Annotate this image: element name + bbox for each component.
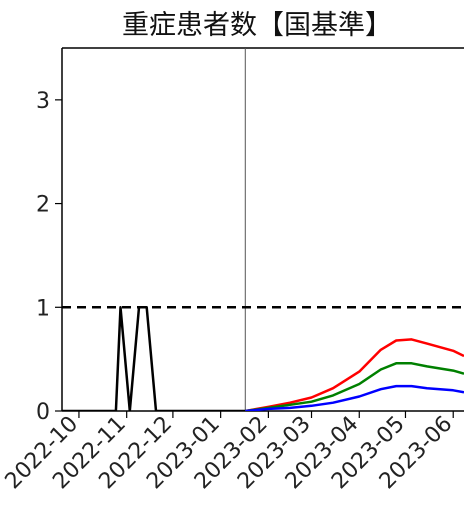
series-line-1 <box>245 338 464 411</box>
series-line-2 <box>245 362 464 411</box>
series-line-3 <box>245 384 464 411</box>
plot-area: 01232022-102022-112022-122023-012023-022… <box>1 47 464 494</box>
y-tick-label: 0 <box>36 400 50 425</box>
series-line-0 <box>62 306 246 411</box>
chart-title: 重症患者数【国基準】 <box>122 10 392 41</box>
y-tick-label: 2 <box>36 193 50 218</box>
y-tick-label: 3 <box>36 89 50 114</box>
y-tick-label: 1 <box>36 296 50 321</box>
